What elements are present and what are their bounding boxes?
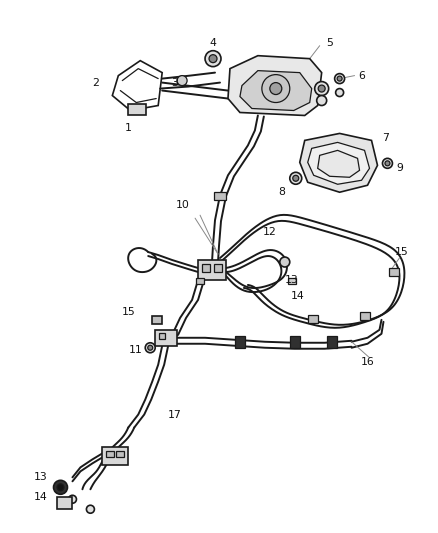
Text: 16: 16 bbox=[360, 357, 374, 367]
Bar bbox=[155, 330, 177, 346]
Polygon shape bbox=[318, 150, 360, 177]
Text: 15: 15 bbox=[121, 307, 135, 317]
Bar bbox=[159, 333, 165, 339]
Circle shape bbox=[293, 175, 299, 181]
Bar bbox=[102, 447, 128, 465]
Bar bbox=[290, 336, 300, 348]
Circle shape bbox=[68, 495, 77, 503]
Bar bbox=[214, 192, 226, 200]
Bar bbox=[202, 264, 210, 272]
Bar bbox=[152, 316, 162, 324]
Text: 13: 13 bbox=[285, 275, 299, 285]
Text: 4: 4 bbox=[209, 38, 216, 48]
Bar bbox=[308, 315, 318, 323]
Circle shape bbox=[314, 82, 328, 95]
Circle shape bbox=[57, 484, 64, 491]
Text: 8: 8 bbox=[279, 187, 285, 197]
Circle shape bbox=[385, 161, 390, 166]
Polygon shape bbox=[228, 55, 321, 116]
Circle shape bbox=[177, 76, 187, 86]
Circle shape bbox=[53, 480, 67, 494]
Polygon shape bbox=[300, 133, 378, 192]
Bar bbox=[327, 336, 337, 348]
Circle shape bbox=[262, 75, 290, 102]
Text: 6: 6 bbox=[358, 70, 365, 80]
Bar bbox=[117, 451, 124, 457]
Circle shape bbox=[145, 343, 155, 353]
Bar bbox=[57, 497, 72, 509]
Text: 12: 12 bbox=[263, 227, 277, 237]
Bar bbox=[288, 278, 296, 284]
Text: 7: 7 bbox=[382, 133, 389, 143]
Bar bbox=[128, 103, 146, 116]
Bar bbox=[196, 278, 204, 284]
Text: 14: 14 bbox=[34, 492, 47, 502]
Circle shape bbox=[209, 55, 217, 63]
Circle shape bbox=[148, 345, 153, 350]
Bar bbox=[389, 268, 399, 276]
Text: 13: 13 bbox=[34, 472, 47, 482]
Circle shape bbox=[290, 172, 302, 184]
Circle shape bbox=[317, 95, 327, 106]
Bar bbox=[360, 312, 370, 320]
Bar bbox=[235, 336, 245, 348]
Text: 15: 15 bbox=[395, 247, 408, 257]
Polygon shape bbox=[240, 71, 312, 110]
Circle shape bbox=[337, 76, 342, 81]
Text: 11: 11 bbox=[128, 345, 142, 355]
Bar bbox=[198, 260, 226, 280]
Circle shape bbox=[270, 83, 282, 94]
Circle shape bbox=[280, 257, 290, 267]
Circle shape bbox=[336, 88, 343, 96]
Bar bbox=[106, 451, 114, 457]
Circle shape bbox=[382, 158, 392, 168]
Text: 10: 10 bbox=[176, 200, 190, 210]
Text: 1: 1 bbox=[125, 124, 132, 133]
Circle shape bbox=[318, 85, 325, 92]
Circle shape bbox=[205, 51, 221, 67]
Bar bbox=[214, 264, 222, 272]
Circle shape bbox=[86, 505, 95, 513]
Text: 17: 17 bbox=[168, 409, 182, 419]
Text: 3: 3 bbox=[172, 78, 179, 87]
Text: 9: 9 bbox=[396, 163, 403, 173]
Polygon shape bbox=[308, 142, 370, 184]
Text: 2: 2 bbox=[92, 78, 99, 87]
Text: 5: 5 bbox=[326, 38, 333, 48]
Text: 14: 14 bbox=[291, 291, 304, 301]
Circle shape bbox=[335, 74, 345, 84]
